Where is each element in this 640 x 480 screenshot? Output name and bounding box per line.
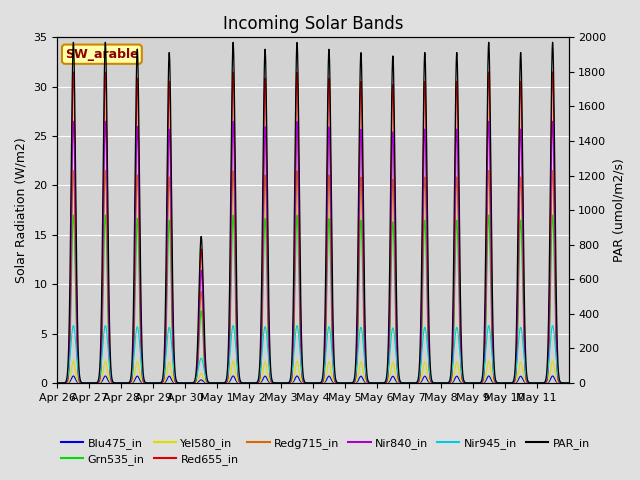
Title: Incoming Solar Bands: Incoming Solar Bands [223, 15, 403, 33]
Y-axis label: PAR (umol/m2/s): PAR (umol/m2/s) [612, 158, 625, 262]
Y-axis label: Solar Radiation (W/m2): Solar Radiation (W/m2) [15, 137, 28, 283]
Text: SW_arable: SW_arable [65, 48, 139, 60]
Legend: Blu475_in, Grn535_in, Yel580_in, Red655_in, Redg715_in, Nir840_in, Nir945_in, PA: Blu475_in, Grn535_in, Yel580_in, Red655_… [57, 433, 595, 469]
